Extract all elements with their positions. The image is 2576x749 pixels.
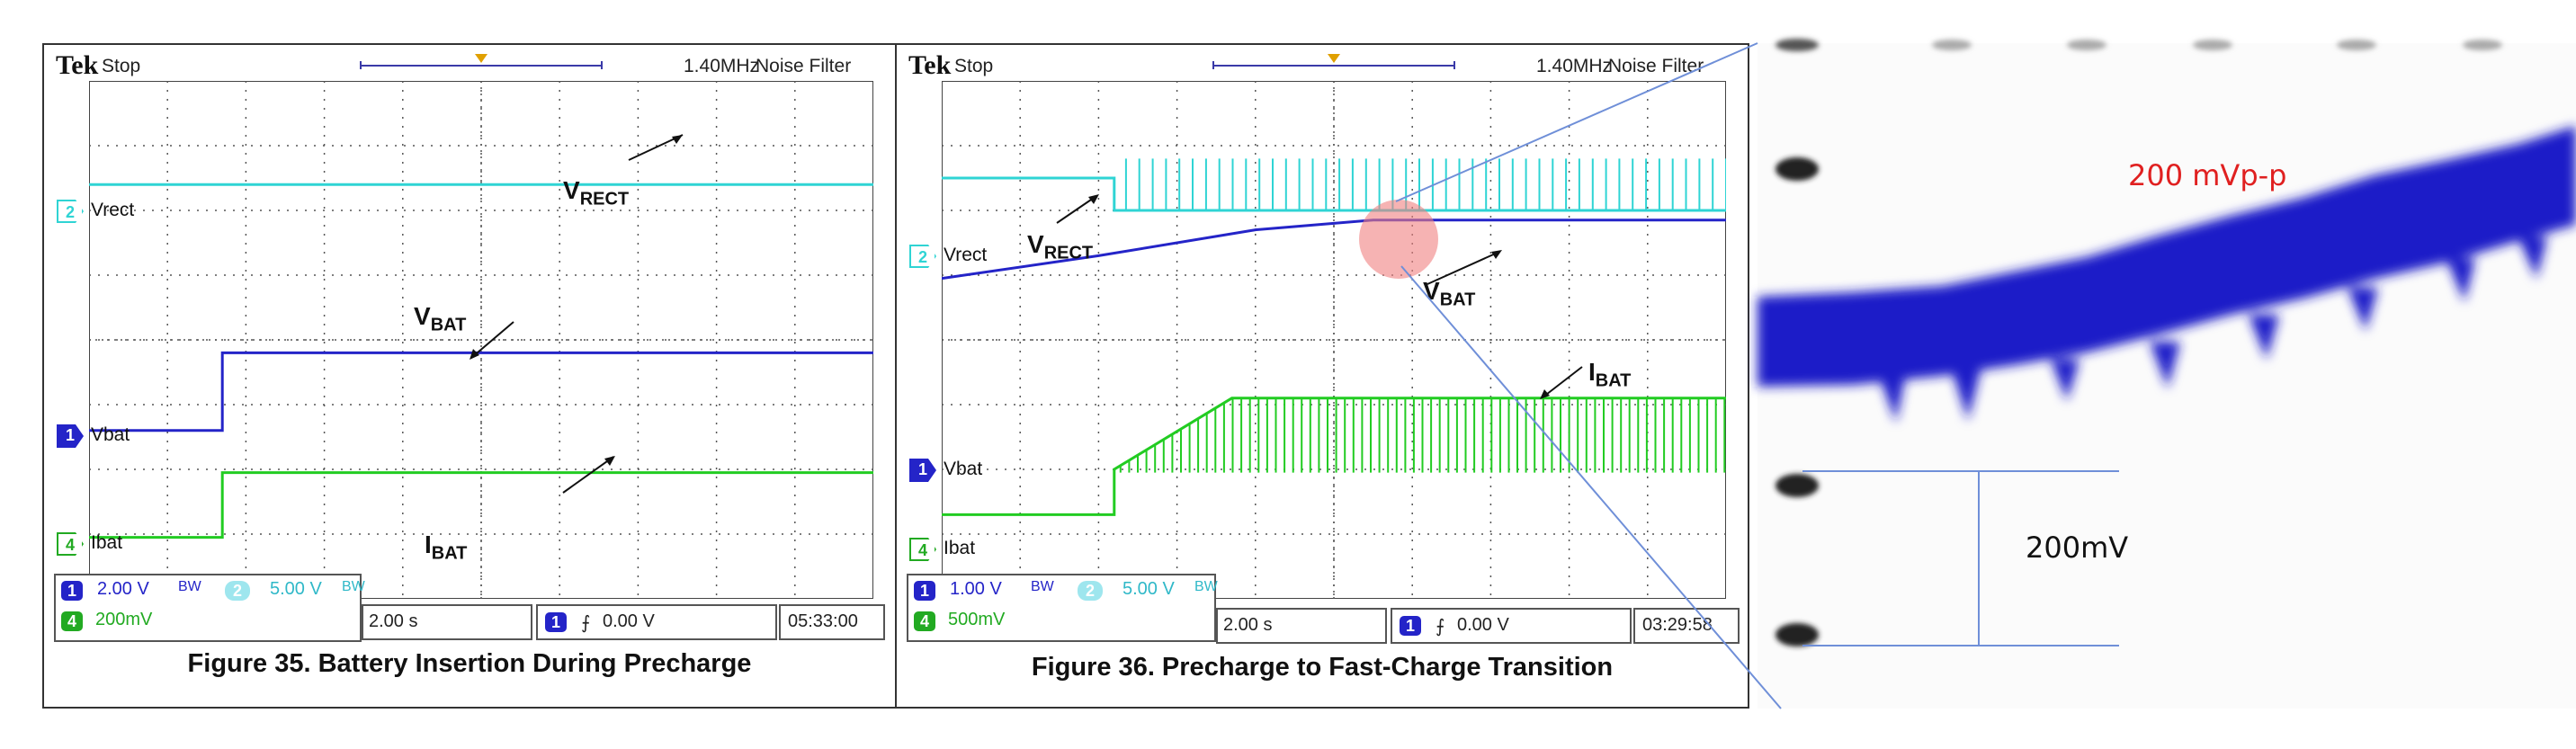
fig35-trigger-box: 1 ⨍ 0.00 V [536, 604, 777, 640]
fig35-clock-box: 05:33:00 [779, 604, 885, 640]
fig36-caption: Figure 36. Precharge to Fast-Charge Tran… [1031, 653, 1614, 682]
fig35-grid [89, 81, 873, 599]
fig36-vrect-annotation: VRECT [1027, 230, 1094, 263]
fig35-record-bar-right-tick [601, 61, 603, 69]
fig36-scale-ch2-badge: 2 [1078, 581, 1103, 601]
fig35-ch2-bw: BW [342, 579, 365, 594]
fig35-ch1-scale: 2.00 V [97, 579, 149, 599]
fig35-channel-scale-box: 1 2.00 V BW 2 5.00 V BW 4 200mV [54, 574, 365, 642]
fig36-trigger-box: 1 ⨍ 0.00 V [1391, 608, 1632, 644]
fig35-timebase: 2.00 s [369, 611, 418, 631]
fig36-channel-scale-box: 1 1.00 V BW 2 5.00 V BW 4 500mV [907, 574, 1218, 642]
fig35-ch2-scale: 5.00 V [270, 579, 322, 599]
fig35-ibat-arrow [562, 456, 614, 494]
zoom-ripple-label: 200 mVp-p [2128, 158, 2287, 192]
fig36-ch1-scale: 1.00 V [950, 579, 1002, 599]
fig35-ibat-annotation: IBAT [425, 531, 468, 564]
fig36-scale-ch4-badge: 4 [914, 611, 935, 631]
fig36-highlight-circle [1359, 200, 1438, 279]
fig36-ch2-label: Vrect [944, 245, 988, 265]
fig36-vbat-annotation: VBAT [1423, 277, 1476, 310]
fig35-record-bar-left-tick [360, 61, 362, 69]
fig35-trigger-ch-badge: 1 [545, 612, 567, 632]
fig36-ch4-scale: 500mV [948, 610, 1006, 629]
fig36-ch2-scale: 5.00 V [1123, 579, 1175, 599]
fig35-vrect-annotation: VRECT [563, 176, 630, 210]
fig35-ch2-label: Vrect [91, 200, 135, 220]
fig35-frequency: 1.40MHz [684, 56, 760, 76]
fig36-ch1-label: Vbat [944, 459, 983, 479]
fig36-record-bar-right-tick [1453, 61, 1455, 69]
fig36-clock: 03:29:58 [1642, 615, 1713, 635]
fig36-ch1-bw: BW [1031, 579, 1054, 594]
fig36-timebase-box: 2.00 s [1216, 608, 1387, 644]
fig35-vbat-arrow [470, 321, 514, 359]
fig35-ch1-label: Vbat [91, 424, 130, 445]
fig36-brand: Tek [908, 50, 952, 80]
fig36-ch4-label: Ibat [944, 538, 976, 558]
fig35-trigger-level: 0.00 V [603, 611, 655, 631]
fig35-ibat-arrowhead [604, 456, 615, 466]
fig35-scale-ch1-badge: 1 [61, 581, 83, 601]
fig35-ch1-bw: BW [178, 579, 201, 594]
fig36-record-bar [1212, 65, 1455, 67]
fig36-timebase: 2.00 s [1223, 615, 1273, 635]
fig35-status: Stop [102, 56, 141, 76]
fig35-vbat-trace [89, 351, 873, 432]
fig35-timebase-box: 2.00 s [362, 604, 532, 640]
fig36-trigger-slope-icon: ⨍ [1436, 617, 1445, 637]
fig35-record-bar [360, 65, 603, 67]
fig35-scale-ch4-badge: 4 [61, 611, 83, 631]
fig35-ch4-label: Ibat [91, 532, 123, 553]
fig36-trigger-pos-icon [1328, 54, 1340, 63]
fig36-ch2-bw: BW [1194, 579, 1218, 594]
fig35-trigger-pos-icon [475, 54, 487, 63]
fig35-brand: Tek [56, 50, 99, 80]
fig35-caption: Figure 35. Battery Insertion During Prec… [187, 649, 752, 678]
fig36-status: Stop [954, 56, 994, 76]
fig36-record-bar-left-tick [1212, 61, 1214, 69]
fig35-clock: 05:33:00 [788, 611, 858, 631]
zoom-vbat-ripple [1758, 126, 2576, 423]
fig35-ch4-scale: 200mV [95, 610, 153, 629]
fig35-scale-ch2-badge: 2 [225, 581, 250, 601]
fig36-vrect-arrow [1056, 195, 1097, 224]
zoom-inset [1758, 39, 2576, 709]
fig36-filter: Noise Filter [1608, 56, 1704, 76]
fig36-trigger-ch-badge: 1 [1400, 616, 1421, 636]
fig36-scope-plot [942, 81, 1726, 599]
fig36-vbat-arrowhead [1491, 250, 1502, 259]
fig36-vbat-trace [942, 218, 1726, 281]
fig36-scale-ch1-badge: 1 [914, 581, 935, 601]
fig35-scope-plot [89, 81, 873, 599]
fig36-trigger-level: 0.00 V [1457, 615, 1509, 635]
fig36-vrect-arrowhead [1088, 194, 1099, 204]
fig35-filter: Noise Filter [756, 56, 852, 76]
zoom-grid-dots [1775, 39, 2502, 646]
zoom-scale-label: 200mV [2026, 531, 2129, 565]
fig35-trigger-slope-icon: ⨍ [581, 613, 591, 633]
fig35-vrect-arrowhead [672, 135, 683, 144]
fig35-vbat-annotation: VBAT [414, 302, 467, 335]
fig35-vbat-arrowhead [470, 349, 479, 360]
fig35-ibat-trace [89, 471, 873, 539]
fig36-ibat-annotation: IBAT [1588, 358, 1632, 391]
fig36-frequency: 1.40MHz [1536, 56, 1613, 76]
fig36-clock-box: 03:29:58 [1633, 608, 1740, 644]
